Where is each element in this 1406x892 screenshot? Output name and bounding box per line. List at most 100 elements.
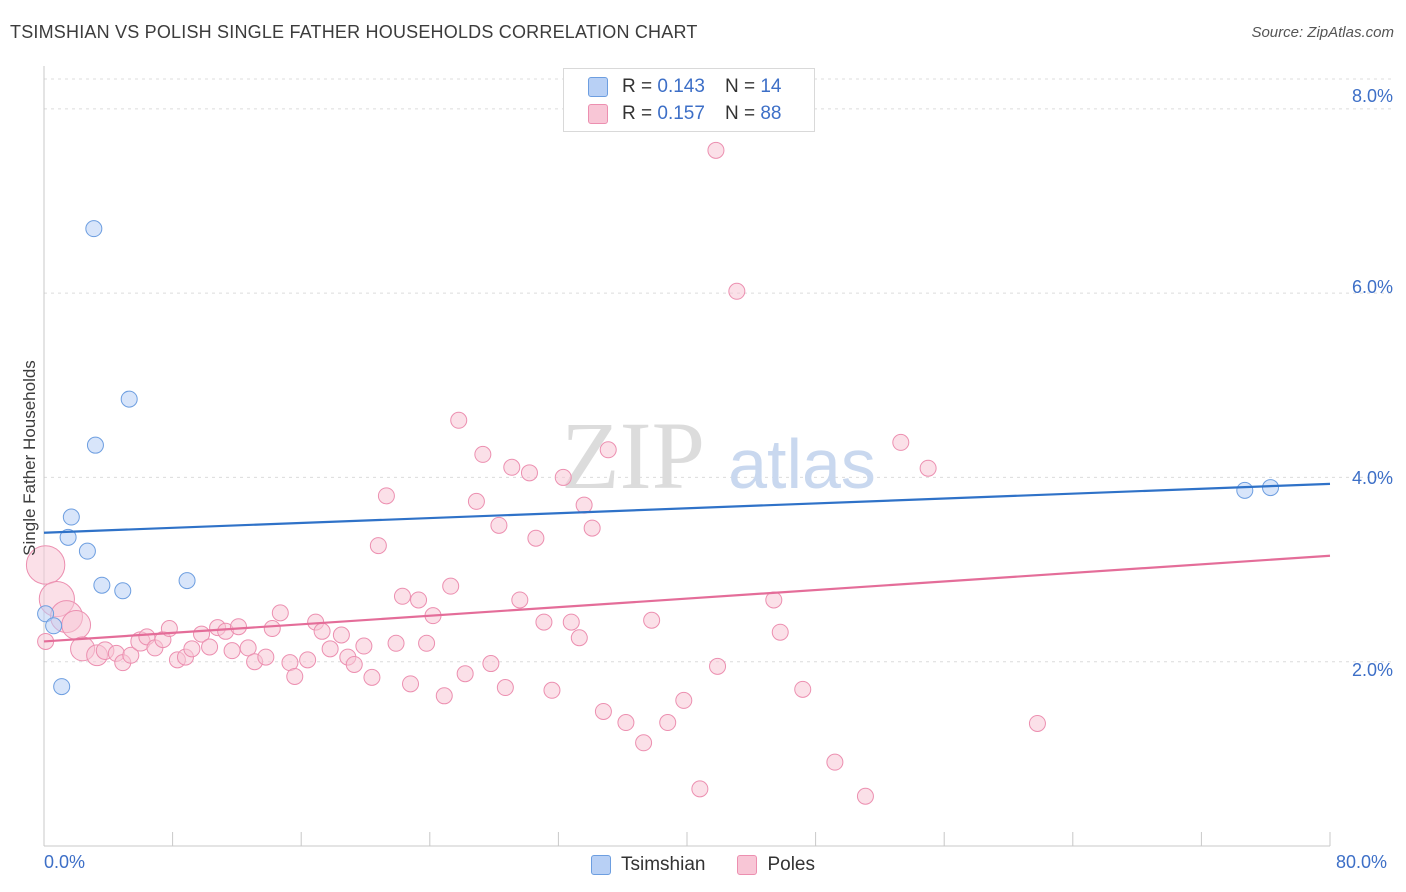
tsimshian-point-8 xyxy=(93,576,111,594)
poles-point-24 xyxy=(239,639,257,657)
poles-n-label: N = xyxy=(724,103,756,124)
grid-layer xyxy=(44,78,1394,663)
correlation-legend: R = 0.143 N = 14 R = 0.157 N = 88 xyxy=(563,68,815,132)
poles-r-label: R = xyxy=(622,103,653,124)
poles-point-45 xyxy=(410,591,428,609)
poles-point-57 xyxy=(503,458,521,476)
poles-point-70 xyxy=(617,714,635,732)
poles-point-76 xyxy=(707,141,725,159)
tsimshian-point-7 xyxy=(86,436,104,454)
poles-points xyxy=(25,141,1046,805)
poles-point-31 xyxy=(299,651,317,669)
poles-point-66 xyxy=(575,496,593,514)
legend-item-tsimshian[interactable]: Tsimshian xyxy=(590,854,706,876)
poles-point-58 xyxy=(511,591,529,609)
tsimshian-point-5 xyxy=(78,542,96,560)
poles-point-53 xyxy=(474,445,492,463)
poles-swatch xyxy=(588,104,608,124)
poles-point-26 xyxy=(257,648,275,666)
x-tick-label-max: 80.0% xyxy=(1336,852,1388,872)
tsimshian-r-label: R = xyxy=(622,76,653,97)
poles-point-62 xyxy=(543,681,561,699)
poles-point-34 xyxy=(321,640,339,658)
watermark-zip: ZIP xyxy=(561,402,705,509)
tsimshian-swatch xyxy=(588,77,608,97)
tsimshian-point-0 xyxy=(37,605,55,623)
poles-point-52 xyxy=(467,492,485,510)
y-tick-label-4: 4.0% xyxy=(1351,468,1393,488)
tsimshian-point-11 xyxy=(178,572,196,590)
poles-point-82 xyxy=(826,753,844,771)
poles-legend-swatch xyxy=(737,855,758,875)
tsimshian-point-3 xyxy=(59,528,77,546)
poles-point-73 xyxy=(659,714,677,732)
poles-point-37 xyxy=(345,655,363,673)
chart-title: TSIMSHIAN VS POLISH SINGLE FATHER HOUSEH… xyxy=(10,22,698,42)
poles-r-value: 0.157 xyxy=(657,103,705,124)
poles-point-67 xyxy=(583,519,601,537)
poles-point-64 xyxy=(562,613,580,631)
poles-point-17 xyxy=(183,640,201,658)
poles-point-59 xyxy=(520,464,538,482)
poles-point-43 xyxy=(393,587,411,605)
tsimshian-n-label: N = xyxy=(724,76,756,97)
watermark-atlas: atlas xyxy=(728,425,876,503)
poles-point-33 xyxy=(313,622,331,640)
tsimshian-points xyxy=(37,220,1280,696)
series-legend: Tsimshian Poles xyxy=(0,852,1406,878)
poles-point-80 xyxy=(771,623,789,641)
poles-point-22 xyxy=(223,642,241,660)
poles-point-44 xyxy=(402,675,420,693)
poles-point-39 xyxy=(363,668,381,686)
legend-item-poles[interactable]: Poles xyxy=(737,854,815,876)
source-label: Source: ZipAtlas.com xyxy=(1251,24,1394,41)
tsimshian-n-value: 14 xyxy=(760,76,782,97)
poles-point-51 xyxy=(456,665,474,683)
tsimshian-point-4 xyxy=(62,508,80,526)
tsimshian-point-6 xyxy=(85,220,103,238)
poles-point-61 xyxy=(535,613,553,631)
poles-point-63 xyxy=(554,468,572,486)
poles-point-81 xyxy=(794,680,812,698)
poles-n-value: 88 xyxy=(760,103,782,124)
poles-point-84 xyxy=(892,433,910,451)
poles-point-40 xyxy=(369,537,387,555)
tsimshian-trend-line xyxy=(43,482,1331,534)
poles-point-30 xyxy=(286,667,304,685)
tsimshian-legend-label: Tsimshian xyxy=(620,854,706,875)
axes-layer xyxy=(43,66,1331,847)
tsimshian-point-9 xyxy=(114,582,132,600)
poles-point-56 xyxy=(496,679,514,697)
legend-row-poles: R = 0.157 N = 88 xyxy=(588,102,781,126)
legend-row-tsimshian: R = 0.143 N = 14 xyxy=(588,75,781,99)
poles-point-68 xyxy=(594,702,612,720)
poles-point-50 xyxy=(450,411,468,429)
y-axis-label: Single Father Households xyxy=(20,360,39,556)
poles-point-23 xyxy=(230,618,248,636)
poles-point-19 xyxy=(201,638,219,656)
tsimshian-point-1 xyxy=(45,617,63,635)
poles-point-86 xyxy=(1028,714,1046,732)
poles-point-28 xyxy=(271,604,289,622)
poles-point-72 xyxy=(643,611,661,629)
poles-point-83 xyxy=(856,787,874,805)
poles-point-69 xyxy=(599,441,617,459)
poles-point-60 xyxy=(527,529,545,547)
tsimshian-r-value: 0.143 xyxy=(657,76,705,97)
poles-point-78 xyxy=(728,282,746,300)
tsimshian-point-13 xyxy=(1262,479,1280,497)
poles-point-79 xyxy=(765,591,783,609)
poles-legend-label: Poles xyxy=(767,854,815,875)
poles-point-71 xyxy=(635,734,653,752)
y-tick-label-8: 8.0% xyxy=(1351,86,1393,106)
poles-point-9 xyxy=(122,646,140,664)
poles-point-74 xyxy=(675,691,693,709)
tsimshian-point-2 xyxy=(53,678,71,696)
poles-point-27 xyxy=(263,620,281,638)
poles-point-75 xyxy=(691,780,709,798)
poles-point-41 xyxy=(377,487,395,505)
trend-lines xyxy=(43,482,1331,643)
tsimshian-legend-swatch xyxy=(590,855,611,875)
poles-point-65 xyxy=(570,629,588,647)
